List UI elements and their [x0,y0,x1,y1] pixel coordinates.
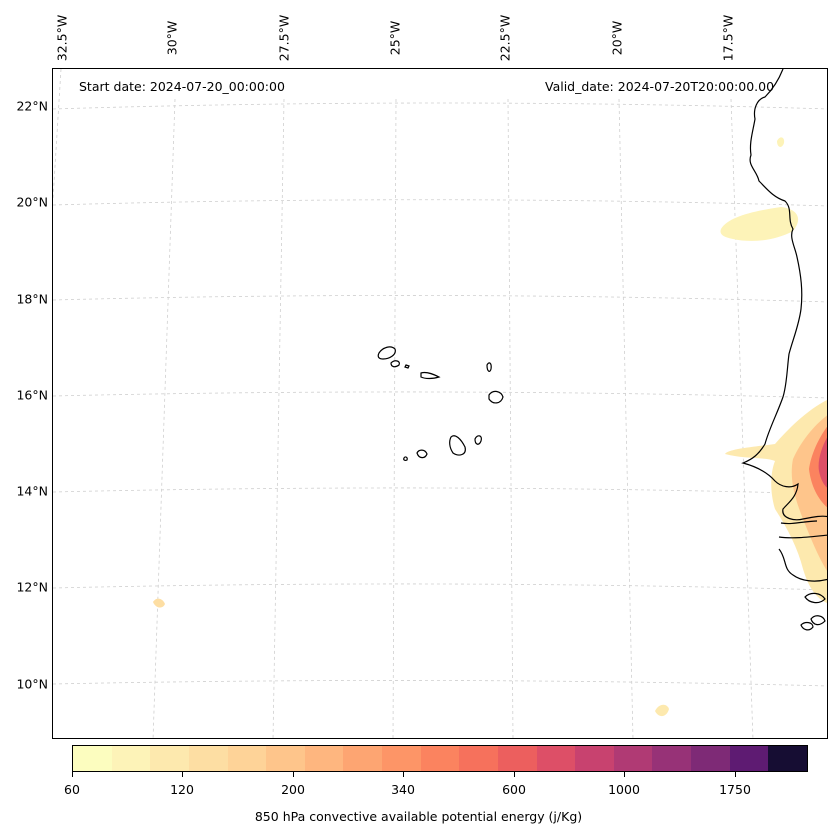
lon-label-17-5w: 17.5°W [720,14,736,62]
gridline-lat-18n [53,295,827,303]
colorbar-swatch-13 [575,746,614,771]
colorbar-label-1750: 1750 [719,782,751,797]
lon-label-32-5w: 32.5°W [54,14,70,62]
island-boa-vista [488,390,504,404]
coast-islands-bissau [804,592,826,604]
colorbar-swatch-2 [150,746,189,771]
gridline-lat-14n [53,487,827,495]
colorbar-tick [182,772,183,777]
island-maio [474,435,482,445]
coast-africa [741,69,827,521]
colorbar-tick [735,772,736,777]
colorbar-label-340: 340 [391,782,415,797]
cape-blob-north [777,137,785,147]
colorbar-swatch-10 [459,746,498,771]
colorbar-tick [624,772,625,777]
colorbar-swatch-14 [613,746,653,771]
colorbar-swatch-12 [536,746,576,771]
colorbar-swatch-18 [768,746,807,771]
colorbar [72,745,808,772]
coast-casamance [778,534,827,539]
valid-date-label: Valid_date: 2024-07-20T20:00:00.00 [545,79,775,94]
graticule [53,69,827,738]
island-santo-antao [377,346,396,360]
lat-label-14n: 14°N [16,483,48,499]
island-sao-nicolau [420,371,441,380]
colorbar-tick [514,772,515,777]
island-santiago [449,435,466,456]
gridline-lon-17-5w [730,98,754,738]
gridline-lon-22-5w [507,98,514,738]
island-sao-vicente [390,360,400,368]
cape-blob-mauritania [720,207,799,241]
colorbar-swatch-15 [652,746,691,771]
cape-fill [153,137,827,717]
lat-label-16n: 16°N [16,387,48,403]
gridline-lat-22n [53,102,827,110]
colorbar-swatch-1 [111,746,151,771]
coast-bijagos-1 [810,615,826,626]
gridline-lon-30w [152,98,176,738]
cape-verde-islands [377,346,504,461]
lat-label-20n: 20°N [16,194,48,210]
lon-label-20w: 20°W [609,20,625,56]
colorbar-swatch-8 [382,746,421,771]
map-panel [52,68,828,739]
gridline-lon-25w [392,98,397,738]
colorbar-label-1000: 1000 [608,782,640,797]
cape-blob-senegal-inner [809,426,827,508]
gridline-lon-20w [618,98,634,738]
colorbar-label-120: 120 [170,782,194,797]
start-date-label: Start date: 2024-07-20_00:00:00 [79,79,285,94]
colorbar-swatch-5 [266,746,305,771]
colorbar-label-600: 600 [502,782,526,797]
colorbar-label-60: 60 [64,782,80,797]
coast-bijagos-2 [800,621,814,631]
colorbar-swatch-3 [188,746,228,771]
colorbar-swatch-11 [497,746,537,771]
colorbar-swatch-7 [343,746,382,771]
lat-label-10n: 10°N [16,676,48,692]
coastline [741,69,827,631]
cape-blob-senegal-core [818,437,827,488]
lon-label-27-5w: 27.5°W [276,14,292,62]
island-santa-luzia [404,364,410,369]
cape-blob-west [153,598,165,608]
island-brava [403,456,408,461]
colorbar-swatch-0 [73,746,112,771]
colorbar-swatch-9 [420,746,460,771]
lat-label-12n: 12°N [16,579,48,595]
colorbar-tick [293,772,294,777]
colorbar-tick [72,772,73,777]
colorbar-title: 850 hPa convective available potential e… [254,809,583,824]
cape-blob-south [655,704,669,717]
gridline-lat-20n [53,199,827,207]
colorbar-swatch-4 [227,746,267,771]
lon-label-22-5w: 22.5°W [497,14,513,62]
coast-guinea-bissau [778,548,827,582]
lat-label-22n: 22°N [16,98,48,114]
gridline-lat-10n [53,680,827,687]
island-sal [486,362,492,372]
colorbar-swatch-17 [729,746,769,771]
gridline-lon-27-5w [272,98,285,738]
colorbar-tick [403,772,404,777]
gridline-lon-32-5w [53,69,62,200]
lat-label-18n: 18°N [16,291,48,307]
lon-label-25w: 25°W [387,20,403,56]
colorbar-label-200: 200 [281,782,305,797]
lon-label-30w: 30°W [164,20,180,56]
coast-gambia [780,520,818,525]
gridline-lat-12n [53,583,827,591]
island-fogo [416,449,428,459]
colorbar-swatch-16 [691,746,730,771]
map-canvas [53,69,827,738]
gridline-lat-16n [53,391,827,399]
colorbar-swatch-6 [304,746,344,771]
